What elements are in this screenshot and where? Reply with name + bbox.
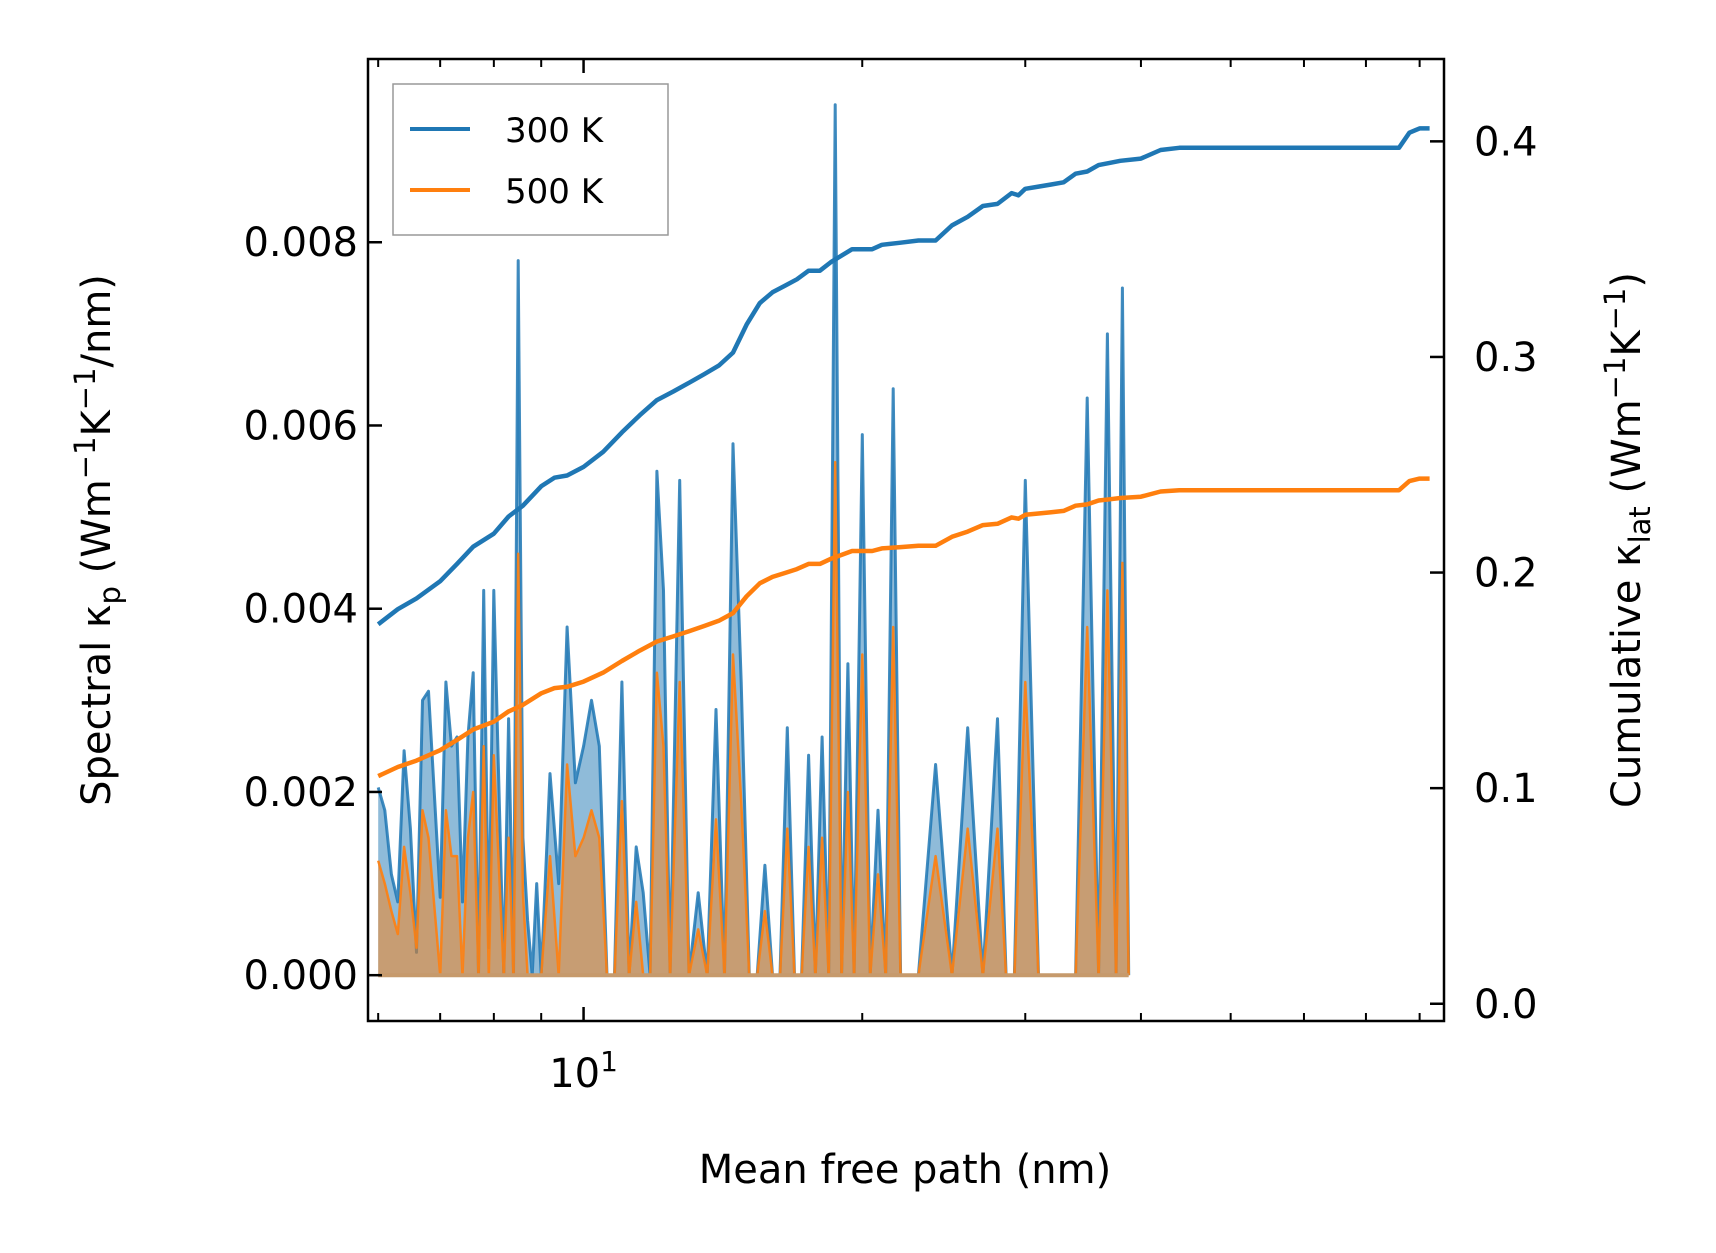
y-left-tick-label: 0.008 (243, 220, 358, 266)
legend: 300 K 500 K (392, 83, 669, 236)
y-right-tick-label: 0.1 (1474, 766, 1538, 812)
x-tick-label: 101 (549, 1045, 618, 1097)
y-left-tick-label: 0.000 (243, 953, 358, 999)
y-left-tick-label: 0.002 (243, 770, 358, 816)
plot-layer (376, 103, 1430, 978)
legend-label-300k: 300 K (505, 111, 605, 151)
x-axis-label: Mean free path (nm) (699, 1147, 1111, 1193)
legend-label-500k: 500 K (505, 172, 605, 212)
spectral-300k-area (378, 104, 1129, 976)
y-right-tick-label: 0.3 (1474, 335, 1538, 381)
y-left-tick-label: 0.006 (243, 403, 358, 449)
y-left-tick-label: 0.004 (243, 587, 358, 633)
y-right-tick-label: 0.2 (1474, 551, 1538, 597)
cumulative-500k-line (377, 476, 1430, 779)
legend-box (392, 83, 669, 236)
y-right-tick-label: 0.4 (1474, 119, 1538, 165)
y-axis-left-label: Spectral κp (Wm−1K−1/nm) (68, 274, 127, 806)
y-axis-right-label: Cumulative κlat (Wm−1K−1) (1598, 272, 1657, 808)
cumulative-300k-line (376, 126, 1430, 627)
spectral-500k-area (378, 462, 1129, 976)
y-right-tick-label: 0.0 (1474, 982, 1538, 1028)
plot-frame (366, 57, 1446, 1023)
spectral-500k-line (376, 460, 1130, 977)
ticks-layer: 0.000 0.002 0.004 0.006 0.008 0.0 0.1 0.2 0.3 0.4… (243, 59, 1538, 1097)
